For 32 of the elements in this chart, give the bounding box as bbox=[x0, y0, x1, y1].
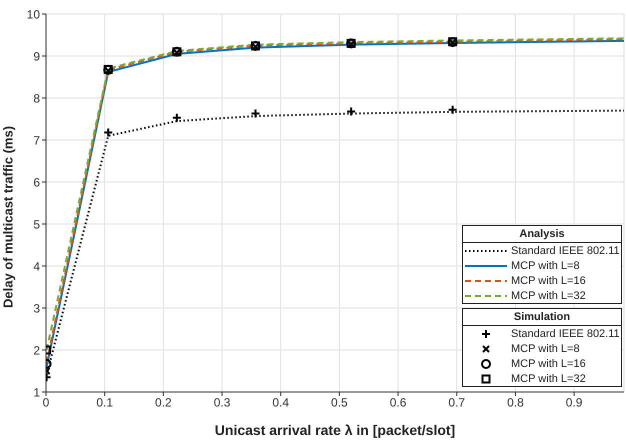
legend-label: Standard IEEE 802.11 bbox=[511, 328, 620, 340]
x-tick-label: 0.4 bbox=[272, 396, 290, 410]
legend-label: MCP with L=8 bbox=[511, 260, 580, 272]
x-tick-label: 0.2 bbox=[155, 396, 172, 410]
x-tick-label: 0 bbox=[42, 396, 50, 410]
x-tick-label: 0.1 bbox=[96, 396, 114, 410]
y-tick-label: 2 bbox=[33, 343, 40, 358]
x-tick-label: 0.5 bbox=[331, 396, 348, 410]
y-tick-label: 4 bbox=[33, 259, 40, 274]
y-tick-label: 10 bbox=[26, 7, 40, 22]
y-tick-label: 3 bbox=[33, 301, 40, 316]
x-tick-label: 0.9 bbox=[566, 396, 583, 410]
legend-label: Standard IEEE 802.11 bbox=[511, 244, 620, 256]
y-axis-title: Delay of multicast traffic (ms) bbox=[0, 126, 16, 308]
legend-label: MCP with L=16 bbox=[511, 358, 586, 370]
x-tick-label: 0.8 bbox=[507, 396, 524, 410]
y-tick-label: 5 bbox=[33, 217, 40, 232]
y-tick-label: 6 bbox=[33, 175, 40, 190]
annotation: Simulation bbox=[463, 309, 621, 326]
x-tick-label: 0.6 bbox=[390, 396, 407, 410]
legend-title: Analysis bbox=[463, 226, 621, 243]
legend-label: MCP with L=32 bbox=[511, 290, 586, 302]
legend-label: MCP with L=32 bbox=[511, 372, 586, 384]
y-tick-label: 7 bbox=[33, 133, 40, 148]
y-tick-label: 9 bbox=[33, 49, 40, 64]
y-tick-label: 8 bbox=[33, 91, 40, 106]
y-tick-label: 1 bbox=[33, 385, 40, 400]
legend-label: MCP with L=8 bbox=[511, 342, 580, 354]
x-axis-title: Unicast arrival rate λ in [packet/slot] bbox=[214, 422, 456, 438]
legend-label: MCP with L=16 bbox=[511, 274, 586, 286]
x-tick-label: 0.7 bbox=[448, 396, 466, 410]
x-tick-label: 0.3 bbox=[214, 396, 231, 410]
